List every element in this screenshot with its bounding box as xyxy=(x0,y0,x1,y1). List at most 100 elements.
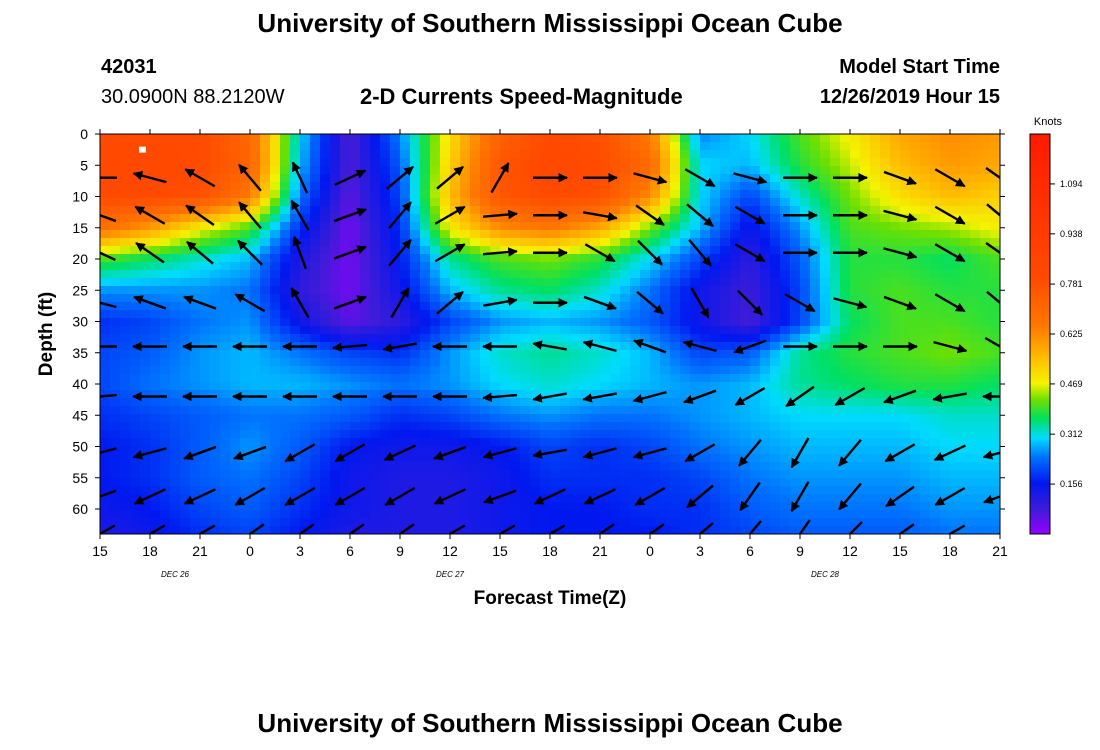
heat-cell xyxy=(560,150,571,159)
heat-cell xyxy=(680,478,691,487)
heat-cell xyxy=(860,198,871,207)
heat-cell xyxy=(980,414,991,423)
heat-cell xyxy=(310,262,321,271)
heat-cell xyxy=(110,350,121,359)
heat-cell xyxy=(810,518,821,527)
heat-cell xyxy=(840,414,851,423)
heat-cell xyxy=(310,374,321,383)
heat-cell xyxy=(740,166,751,175)
heat-cell xyxy=(410,230,421,239)
heat-cell xyxy=(830,286,841,295)
heat-cell xyxy=(760,182,771,191)
heat-cell xyxy=(670,454,681,463)
heat-cell xyxy=(660,238,671,247)
heat-cell xyxy=(600,382,611,391)
heat-cell xyxy=(380,142,391,151)
current-vector-arrow xyxy=(186,240,214,265)
heat-cell xyxy=(190,286,201,295)
heat-cell xyxy=(660,502,671,511)
heat-cell xyxy=(570,246,581,255)
heat-cell xyxy=(460,526,471,534)
heat-cell xyxy=(670,222,681,231)
heat-cell xyxy=(200,302,211,311)
heat-cell xyxy=(200,222,211,231)
heat-cell xyxy=(400,158,411,167)
heat-cell xyxy=(950,270,961,279)
heat-cell xyxy=(730,262,741,271)
heat-cell xyxy=(700,422,711,431)
heat-cell xyxy=(530,526,541,534)
current-vector-arrow xyxy=(682,339,717,353)
heat-cell xyxy=(360,286,371,295)
heat-cell xyxy=(630,166,641,175)
heat-cell xyxy=(320,446,331,455)
heat-cell xyxy=(140,206,151,215)
heat-cell xyxy=(510,502,521,511)
heat-cell xyxy=(580,526,591,534)
heat-cell xyxy=(360,302,371,311)
heat-cell xyxy=(740,334,751,343)
x-tick-label: 0 xyxy=(646,543,654,559)
heat-cell xyxy=(160,142,171,151)
heat-cell xyxy=(790,526,801,534)
heat-cell xyxy=(540,374,551,383)
heat-cell xyxy=(790,366,801,375)
heat-cell xyxy=(340,462,351,471)
current-vector-arrow xyxy=(632,390,667,404)
heat-cell xyxy=(500,158,511,167)
heat-cell xyxy=(670,206,681,215)
heat-cell xyxy=(740,262,751,271)
heat-cell xyxy=(900,214,911,223)
heat-cell xyxy=(270,318,281,327)
heat-cell xyxy=(710,494,721,503)
y-tick-label: 0 xyxy=(80,126,88,142)
heat-cell xyxy=(640,214,651,223)
heat-cell xyxy=(110,374,121,383)
heat-cell xyxy=(690,198,701,207)
heat-cell xyxy=(750,494,761,503)
heat-cell xyxy=(700,382,711,391)
heat-cell xyxy=(580,262,591,271)
heat-cell xyxy=(600,222,611,231)
heat-cell xyxy=(510,454,521,463)
heat-cell xyxy=(520,302,531,311)
heat-cell xyxy=(370,398,381,407)
heat-cell xyxy=(700,462,711,471)
heat-cell xyxy=(220,278,231,287)
heat-cell xyxy=(710,238,721,247)
heat-cell xyxy=(910,358,921,367)
heat-cell xyxy=(790,358,801,367)
heat-cell xyxy=(100,382,111,391)
heat-cell xyxy=(230,142,241,151)
heat-cell xyxy=(340,190,351,199)
heat-cell xyxy=(420,246,431,255)
heat-cell xyxy=(870,518,881,527)
heat-cell xyxy=(800,470,811,479)
heat-cell xyxy=(520,238,531,247)
heat-cell xyxy=(990,366,1000,375)
heat-cell xyxy=(960,414,971,423)
heat-cell xyxy=(750,358,761,367)
heat-cell xyxy=(470,214,481,223)
heat-cell xyxy=(650,422,661,431)
heat-cell xyxy=(580,166,591,175)
heat-cell xyxy=(890,526,901,534)
heat-cell xyxy=(240,510,251,519)
heat-cell xyxy=(730,518,741,527)
heat-cell xyxy=(250,286,261,295)
heat-cell xyxy=(770,198,781,207)
heat-cell xyxy=(420,510,431,519)
heat-cell xyxy=(420,478,431,487)
heat-cell xyxy=(850,246,861,255)
heat-cell xyxy=(640,454,651,463)
current-vector-arrow xyxy=(183,445,217,461)
heat-cell xyxy=(380,494,391,503)
heat-cell xyxy=(710,350,721,359)
heat-cell xyxy=(580,142,591,151)
heat-cell xyxy=(940,478,951,487)
heat-cell xyxy=(780,390,791,399)
heat-cell xyxy=(670,398,681,407)
heat-cell xyxy=(620,446,631,455)
heat-cell xyxy=(950,430,961,439)
heat-cell xyxy=(910,526,921,534)
